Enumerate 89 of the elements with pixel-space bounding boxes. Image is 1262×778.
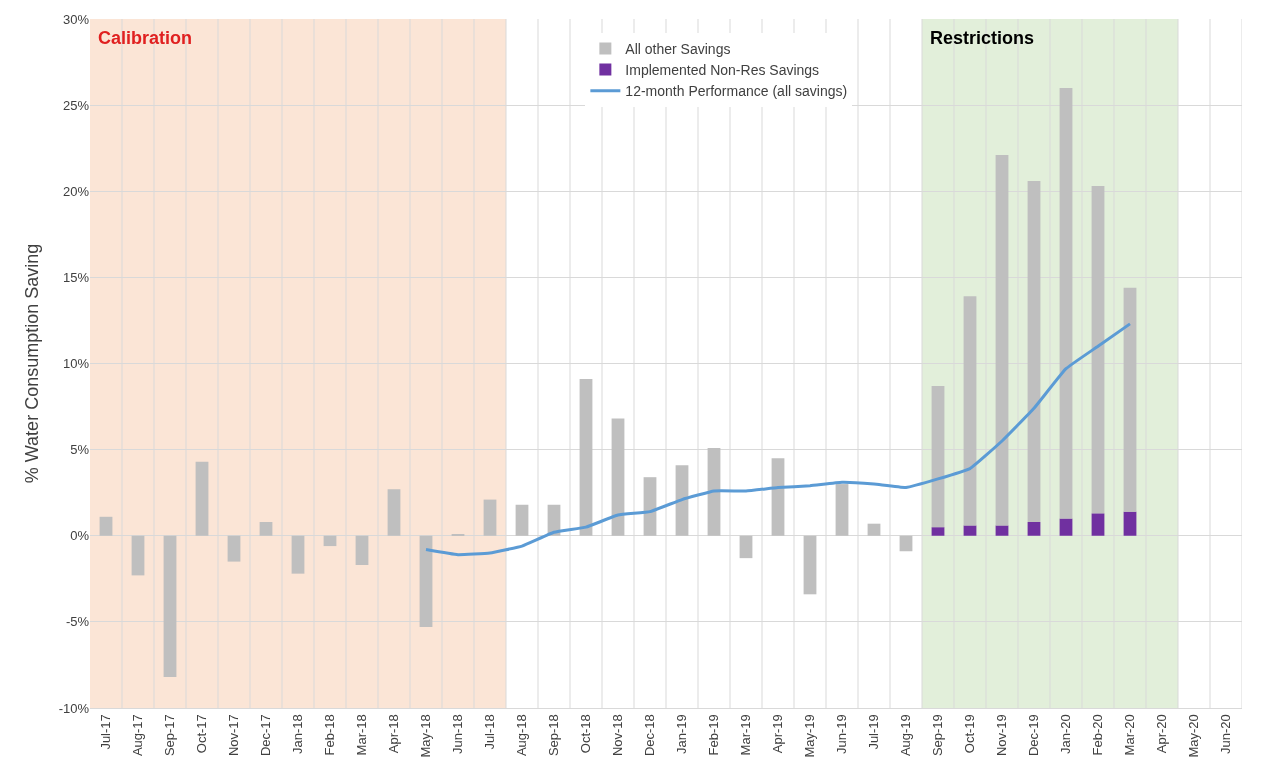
bar [227, 535, 241, 562]
bar [1123, 511, 1137, 536]
legend-label: Implemented Non-Res Savings [625, 62, 820, 79]
x-tick-label: Dec-18 [642, 714, 658, 757]
x-tick-label: May-19 [802, 714, 818, 758]
y-tick-label: 25% [62, 97, 90, 113]
x-tick-label: Nov-18 [610, 714, 626, 757]
bar [803, 535, 817, 595]
bar [1059, 87, 1073, 519]
y-tick-label: 20% [62, 183, 90, 199]
x-tick-label: Dec-19 [1026, 714, 1042, 757]
y-axis-title: % Water Consumption Saving [21, 243, 42, 484]
bar [835, 484, 849, 536]
x-tick-label: Sep-19 [930, 714, 946, 757]
x-tick-label: Jun-20 [1218, 714, 1234, 754]
x-tick-label: Dec-17 [258, 714, 274, 757]
bar [1091, 513, 1105, 536]
x-tick-label: Jun-18 [450, 714, 466, 754]
x-tick-label: Oct-18 [578, 714, 594, 754]
bar [899, 535, 913, 552]
x-tick-label: Jun-19 [834, 714, 850, 754]
x-tick-label: Feb-19 [706, 714, 722, 756]
y-tick-label: -10% [58, 700, 90, 716]
x-tick-label: Jul-17 [98, 714, 114, 750]
x-tick-label: Jul-18 [482, 714, 498, 750]
x-tick-label: Mar-19 [738, 714, 754, 756]
bar [579, 379, 593, 536]
bar [1091, 186, 1105, 514]
x-tick-label: Mar-18 [354, 714, 370, 756]
bar [515, 504, 529, 536]
bar [1059, 518, 1073, 536]
x-tick-label: Aug-17 [130, 714, 146, 757]
bar [963, 525, 977, 536]
y-tick-label: 15% [62, 269, 90, 285]
x-tick-label: Sep-17 [162, 714, 178, 757]
x-tick-label: Jul-19 [866, 714, 882, 750]
bar [931, 385, 945, 528]
x-tick-label: Feb-20 [1090, 714, 1106, 756]
bar [931, 527, 945, 536]
bar [163, 535, 177, 677]
band-label: Calibration [98, 28, 193, 48]
x-tick-label: Apr-18 [386, 714, 402, 754]
bar [195, 461, 209, 536]
x-tick-label: Mar-20 [1122, 714, 1138, 756]
x-tick-label: Aug-19 [898, 714, 914, 757]
x-tick-label: May-20 [1186, 714, 1202, 758]
bar [291, 535, 305, 574]
bar [611, 418, 625, 536]
x-tick-label: Nov-19 [994, 714, 1010, 757]
x-tick-label: Apr-20 [1154, 714, 1170, 754]
y-tick-label: 5% [70, 442, 90, 458]
legend-label: 12-month Performance (all savings) [625, 83, 848, 100]
y-tick-label: 10% [62, 356, 90, 372]
bar [259, 521, 273, 536]
bar [1027, 521, 1041, 536]
y-tick-label: -5% [65, 614, 90, 630]
bar [867, 523, 881, 536]
x-tick-label: Aug-18 [514, 714, 530, 757]
y-tick-label: 30% [62, 11, 90, 27]
x-tick-label: Apr-19 [770, 714, 786, 754]
y-tick-label: 0% [70, 528, 90, 544]
bar [355, 535, 369, 566]
bar [323, 535, 337, 547]
x-tick-label: Sep-18 [546, 714, 562, 757]
legend-label: All other Savings [625, 40, 731, 57]
x-tick-label: Oct-19 [962, 714, 978, 754]
line-series [424, 322, 1132, 557]
bar [387, 489, 401, 536]
x-tick-label: Jan-19 [674, 714, 690, 754]
bar [1027, 180, 1041, 522]
bar [739, 535, 753, 559]
bar [771, 458, 785, 536]
bar [675, 465, 689, 536]
bar [483, 499, 497, 536]
x-tick-label: Nov-17 [226, 714, 242, 757]
bar [707, 447, 721, 536]
bar [995, 155, 1009, 526]
x-tick-label: Feb-18 [322, 714, 338, 756]
bar [99, 516, 113, 536]
bar [131, 535, 145, 576]
x-tick-label: May-18 [418, 714, 434, 758]
bar [963, 296, 977, 526]
x-tick-label: Jan-20 [1058, 714, 1074, 754]
x-tick-label: Oct-17 [194, 714, 210, 754]
x-tick-label: Jan-18 [290, 714, 306, 754]
bar [419, 535, 433, 628]
bar [995, 525, 1009, 536]
bar [1123, 287, 1137, 512]
band-label: Restrictions [930, 28, 1035, 48]
